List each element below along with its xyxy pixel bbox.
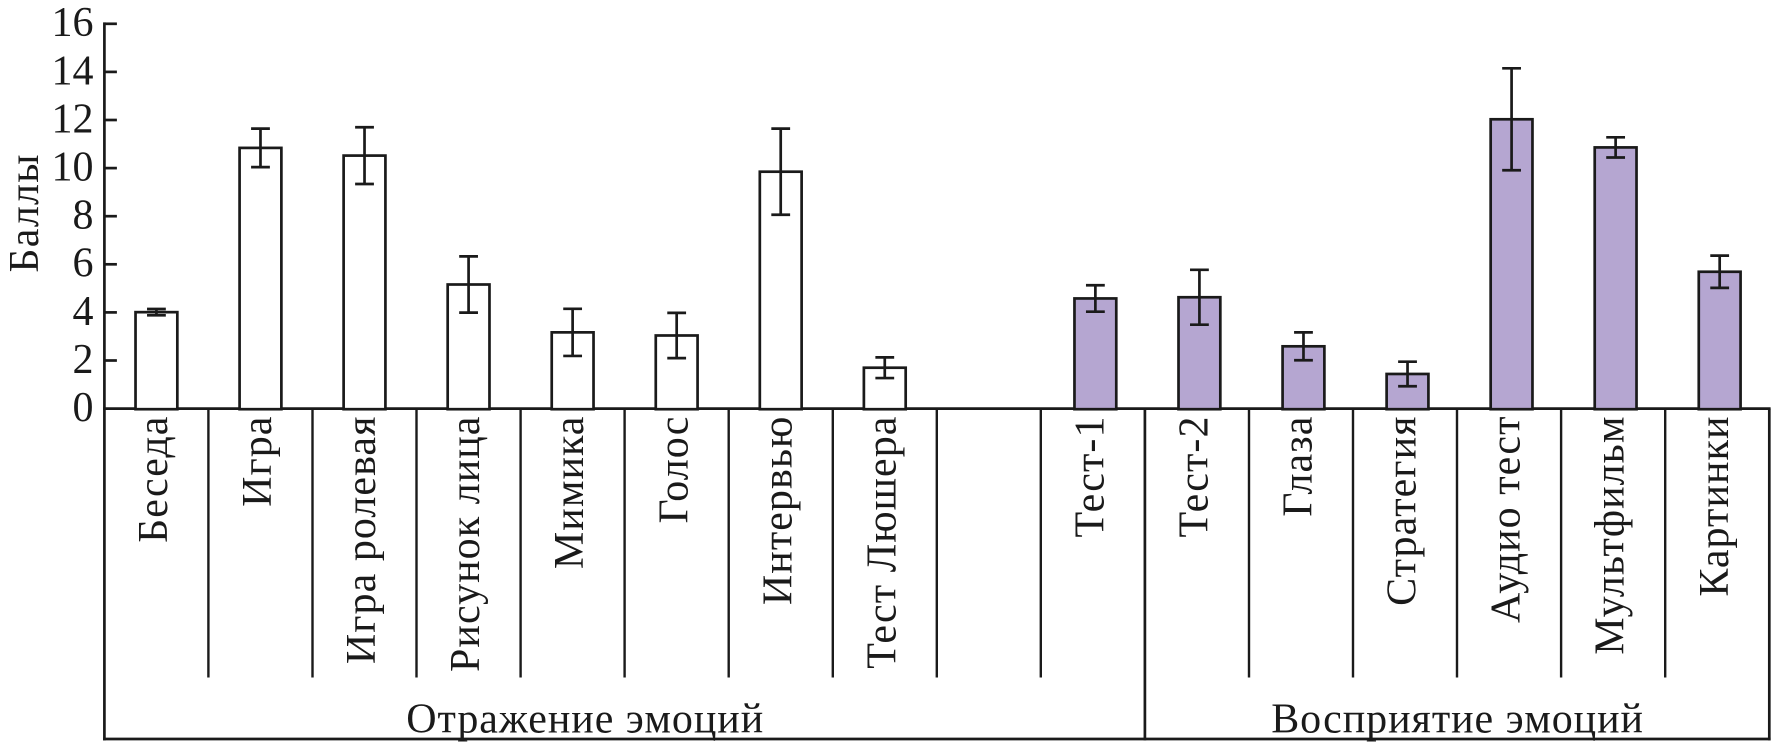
svg-text:Тест-2: Тест-2 xyxy=(1172,416,1218,538)
svg-text:Восприятие эмоций: Восприятие эмоций xyxy=(1271,697,1644,743)
svg-text:2: 2 xyxy=(73,337,94,383)
svg-text:10: 10 xyxy=(52,145,94,191)
svg-text:Игра: Игра xyxy=(235,416,281,507)
svg-text:Мимика: Мимика xyxy=(547,416,593,570)
svg-text:12: 12 xyxy=(52,96,94,142)
svg-text:Рисунок лица: Рисунок лица xyxy=(443,416,489,672)
svg-text:Тест Люшера: Тест Люшера xyxy=(859,416,905,669)
svg-text:14: 14 xyxy=(52,48,94,94)
svg-text:Аудио тест: Аудио тест xyxy=(1484,416,1530,623)
svg-text:Мультфильм: Мультфильм xyxy=(1588,416,1634,655)
svg-text:Отражение эмоций: Отражение эмоций xyxy=(406,697,764,743)
svg-text:6: 6 xyxy=(73,241,94,287)
svg-text:Голос: Голос xyxy=(651,416,697,524)
svg-text:Картинки: Картинки xyxy=(1692,416,1738,597)
svg-text:Интервью: Интервью xyxy=(755,416,801,606)
svg-text:8: 8 xyxy=(73,193,94,239)
svg-text:Стратегия: Стратегия xyxy=(1380,416,1426,606)
svg-text:Тест-1: Тест-1 xyxy=(1068,416,1114,538)
svg-text:Глаза: Глаза xyxy=(1276,416,1322,517)
svg-text:4: 4 xyxy=(73,289,94,335)
svg-text:0: 0 xyxy=(73,385,94,431)
svg-text:16: 16 xyxy=(52,0,94,46)
svg-text:Баллы: Баллы xyxy=(2,153,48,272)
svg-text:Беседа: Беседа xyxy=(131,416,177,543)
svg-text:Игра ролевая: Игра ролевая xyxy=(339,415,385,664)
